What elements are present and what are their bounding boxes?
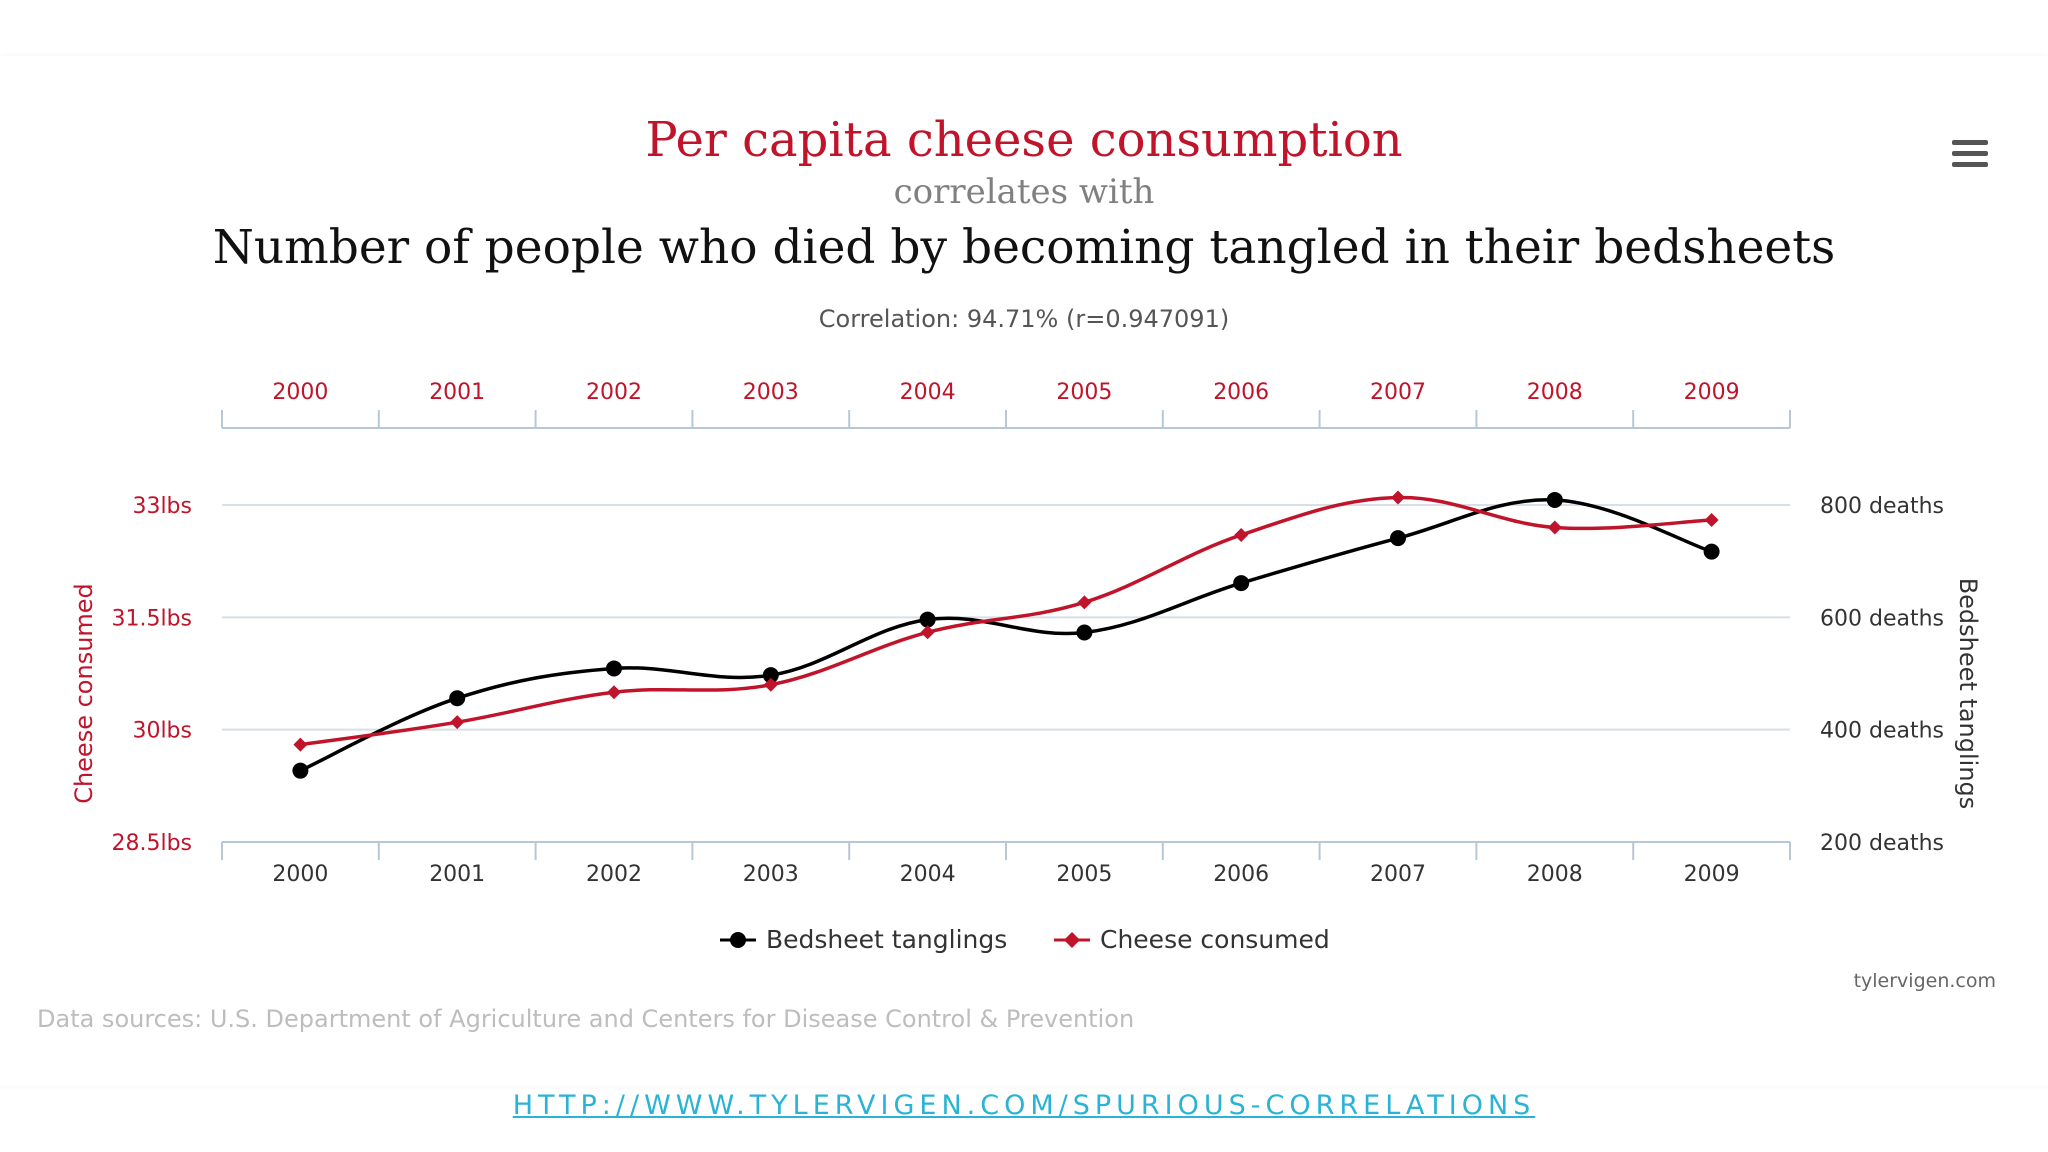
- y-right-tick-label: 600 deaths: [1820, 606, 1944, 631]
- data-point-bedsheet-tanglings: [1076, 624, 1093, 641]
- y-left-axis-title: Cheese consumed: [70, 583, 98, 804]
- series-line-cheese-consumed: [300, 495, 1712, 747]
- y-right-tick-label: 400 deaths: [1820, 719, 1944, 744]
- legend-cheese-marker: [1054, 931, 1090, 948]
- hamburger-menu-icon[interactable]: [1950, 140, 1990, 176]
- x-tick-label-top: 2001: [429, 380, 485, 405]
- x-tick-label-bottom: 2004: [900, 862, 956, 887]
- x-tick-label-bottom: 2002: [586, 862, 642, 887]
- x-tick-label-bottom: 2007: [1370, 862, 1426, 887]
- label-layer: 2000 2001 2002 2003 2004 2005 2006 2007 2008 2009…: [70, 380, 1982, 887]
- legend-label-bedsheet: Bedsheet tanglings: [766, 925, 1008, 954]
- data-point-cheese-consumed: [450, 715, 465, 730]
- data-point-cheese-consumed: [1704, 512, 1719, 527]
- data-point-cheese-consumed: [1391, 490, 1405, 505]
- data-point-bedsheet-tanglings: [919, 611, 936, 628]
- x-tick-label-top: 2004: [900, 380, 956, 405]
- chart-title-connector: correlates with: [893, 172, 1155, 212]
- data-point-cheese-consumed: [607, 685, 621, 700]
- series-layer: [292, 490, 1720, 779]
- data-point-cheese-consumed: [1234, 527, 1249, 542]
- x-tick-label-top: 2000: [272, 380, 328, 405]
- data-point-bedsheet-tanglings: [762, 667, 779, 684]
- x-tick-label-bottom: 2003: [743, 862, 799, 887]
- credit-link[interactable]: tylervigen.com: [1853, 970, 1996, 992]
- data-point-cheese-consumed: [920, 625, 935, 640]
- chart-title-main: Per capita cheese consumption: [645, 112, 1403, 168]
- x-tick-label-top: 2008: [1527, 380, 1583, 405]
- data-point-cheese-consumed: [1547, 520, 1562, 535]
- chart-card: [0, 56, 2048, 1086]
- x-tick-label-bottom: 2009: [1684, 862, 1740, 887]
- source-url-link[interactable]: HTTP://WWW.TYLERVIGEN.COM/SPURIOUS-CORRE…: [512, 1090, 1536, 1121]
- menu-bar-line: [1952, 162, 1988, 167]
- legend-item-cheese[interactable]: Cheese consumed: [1054, 925, 1330, 954]
- x-tick-label-top: 2007: [1370, 380, 1426, 405]
- data-point-cheese-consumed: [763, 677, 778, 692]
- data-point-bedsheet-tanglings: [1233, 575, 1250, 592]
- axis-layer: [221, 410, 1791, 860]
- menu-bar-line: [1952, 140, 1988, 145]
- series-line-bedsheet-tanglings: [299, 498, 1713, 773]
- y-right-axis-title: Bedsheet tanglings: [1954, 578, 1982, 810]
- legend-item-bedsheet[interactable]: Bedsheet tanglings: [720, 925, 1007, 954]
- data-point-bedsheet-tanglings: [292, 762, 309, 779]
- y-left-tick-label: 30lbs: [132, 719, 192, 744]
- legend-label-cheese: Cheese consumed: [1100, 925, 1330, 954]
- y-right-tick-label: 800 deaths: [1820, 494, 1944, 519]
- y-left-tick-label: 33lbs: [132, 494, 192, 519]
- y-left-tick-label: 28.5lbs: [111, 831, 192, 856]
- menu-bar-line: [1952, 151, 1988, 156]
- x-tick-label-top: 2003: [743, 380, 799, 405]
- x-tick-label-bottom: 2001: [429, 862, 485, 887]
- data-point-bedsheet-tanglings: [606, 660, 622, 677]
- data-point-cheese-consumed: [1077, 595, 1092, 610]
- y-left-tick-label: 31.5lbs: [111, 606, 192, 631]
- x-tick-label-top: 2006: [1213, 380, 1269, 405]
- legend-bedsheet-marker: [720, 931, 756, 948]
- y-right-tick-label: 200 deaths: [1820, 831, 1944, 856]
- x-tick-label-bottom: 2000: [272, 862, 328, 887]
- data-point-bedsheet-tanglings: [1390, 530, 1406, 547]
- data-sources-text: Data sources: U.S. Department of Agricul…: [37, 1005, 1135, 1033]
- data-point-bedsheet-tanglings: [1546, 491, 1563, 508]
- x-tick-label-bottom: 2005: [1056, 862, 1112, 887]
- x-tick-label-top: 2002: [586, 380, 642, 405]
- x-tick-label-bottom: 2006: [1213, 862, 1269, 887]
- x-tick-label-top: 2009: [1684, 380, 1740, 405]
- data-point-bedsheet-tanglings: [1703, 543, 1720, 560]
- x-tick-label-top: 2005: [1056, 380, 1112, 405]
- data-point-bedsheet-tanglings: [449, 690, 466, 707]
- correlation-text: Correlation: 94.71% (r=0.947091): [818, 305, 1230, 333]
- data-point-cheese-consumed: [293, 737, 308, 752]
- x-tick-label-bottom: 2008: [1527, 862, 1583, 887]
- chart-title-second: Number of people who died by becoming ta…: [212, 220, 1836, 275]
